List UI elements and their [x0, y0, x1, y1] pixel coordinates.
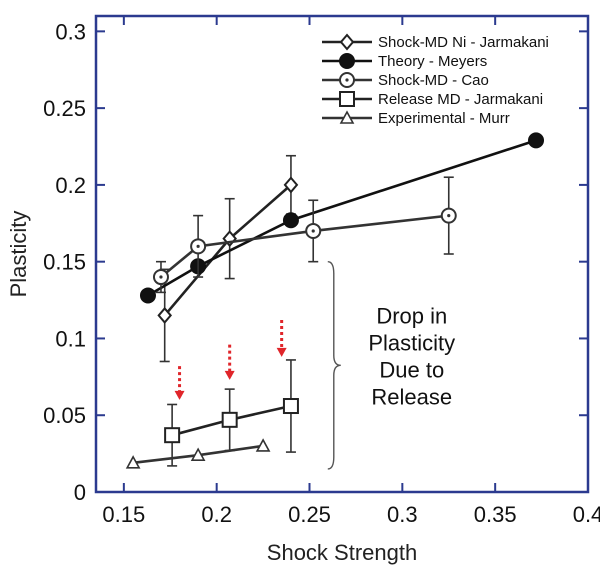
legend-entry: Theory - Meyers	[322, 53, 487, 70]
drop-arrow-head	[276, 347, 287, 357]
x-axis-title: Shock Strength	[267, 540, 417, 565]
series-4	[164, 359, 299, 467]
drop-arrow-head	[224, 370, 235, 380]
x-tick-label: 0.3	[387, 502, 418, 527]
legend-marker	[339, 72, 355, 88]
annotation-line: Drop in	[376, 303, 447, 328]
data-point-dot	[311, 229, 315, 233]
legend-entry: Shock-MD - Cao	[322, 72, 489, 89]
drop-arrow	[276, 320, 287, 357]
annotation-line: Plasticity	[368, 330, 455, 355]
data-point	[139, 287, 156, 304]
x-tick-label: 0.25	[288, 502, 331, 527]
series-1	[157, 154, 299, 363]
data-point	[221, 411, 238, 428]
data-point	[283, 176, 299, 194]
legend-marker-dot	[345, 78, 349, 82]
plot-frame	[94, 14, 590, 494]
data-point	[152, 269, 169, 286]
y-tick-label: 0.3	[55, 19, 86, 44]
data-point	[190, 238, 207, 255]
drop-arrow	[224, 344, 235, 380]
data-point	[190, 447, 206, 461]
data-point	[164, 427, 181, 444]
series-2	[139, 132, 545, 304]
x-tick-label: 0.4	[573, 502, 600, 527]
y-axis: 0 0.05 0.1 0.15 0.2 0.25 0.3	[43, 19, 588, 505]
legend-label: Theory - Meyers	[378, 53, 487, 70]
legend-entry: Experimental - Murr	[322, 110, 510, 127]
data-point	[282, 212, 299, 229]
legend-label: Shock-MD Ni - Jarmakani	[378, 34, 549, 51]
legend-marker	[339, 53, 355, 69]
series-line	[147, 139, 537, 297]
x-tick-label: 0.2	[201, 502, 232, 527]
data-point	[157, 306, 173, 324]
brace	[327, 260, 341, 470]
x-axis: 0.15 0.2 0.25 0.3 0.35 0.4	[102, 16, 600, 527]
legend-marker	[339, 110, 355, 124]
legend-label: Experimental - Murr	[378, 110, 510, 127]
y-axis-title: Plasticity	[6, 211, 31, 298]
legend-entry: Release MD - Jarmakani	[322, 91, 543, 108]
series-layer	[125, 132, 545, 469]
annotation-line: Release	[371, 384, 452, 409]
release-drop-arrows	[174, 320, 287, 400]
legend: Shock-MD Ni - Jarmakani Theory - Meyers Sh…	[322, 33, 549, 127]
data-point	[125, 455, 141, 469]
data-point	[528, 132, 545, 149]
annotation-line: Due to	[379, 357, 444, 382]
y-tick-label: 0.05	[43, 403, 86, 428]
data-point-dot	[196, 244, 200, 248]
legend-marker	[339, 91, 355, 107]
y-tick-label: 0.1	[55, 326, 86, 351]
legend-marker	[339, 33, 355, 51]
y-tick-label: 0.15	[43, 250, 86, 275]
data-point	[305, 222, 322, 239]
data-point	[255, 438, 271, 452]
series-3	[152, 176, 457, 294]
data-point	[282, 398, 299, 415]
legend-entry: Shock-MD Ni - Jarmakani	[322, 33, 549, 51]
data-point-dot	[447, 214, 451, 218]
drop-arrow	[174, 366, 185, 400]
drop-arrow-head	[174, 390, 185, 400]
y-tick-label: 0.2	[55, 173, 86, 198]
legend-label: Release MD - Jarmakani	[378, 91, 543, 108]
y-tick-label: 0	[74, 480, 86, 505]
x-tick-label: 0.35	[474, 502, 517, 527]
series-line	[160, 214, 449, 279]
series-5	[125, 438, 271, 469]
data-point	[440, 207, 457, 224]
data-point-dot	[159, 275, 163, 279]
y-tick-label: 0.25	[43, 96, 86, 121]
legend-label: Shock-MD - Cao	[378, 72, 489, 89]
x-tick-label: 0.15	[102, 502, 145, 527]
